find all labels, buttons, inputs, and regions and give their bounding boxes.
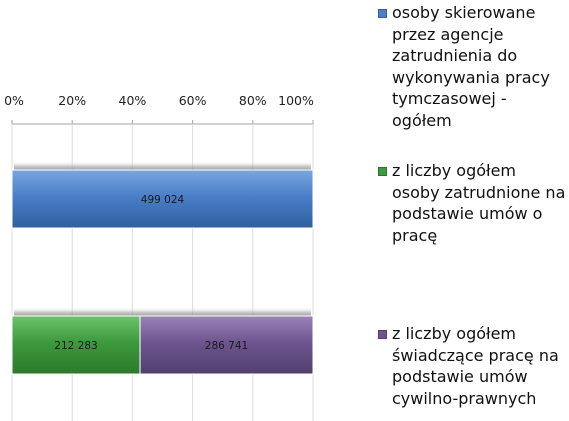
legend-swatch: [378, 167, 387, 176]
x-tick-label: 40%: [119, 93, 147, 108]
bar-segment: [11, 169, 314, 229]
legend-swatch: [378, 330, 387, 339]
data-label: 499 024: [141, 194, 185, 206]
legend-item: z liczby ogółem świadczące pracę na pods…: [378, 323, 568, 409]
bar-segment: [139, 315, 314, 375]
x-tick-label: 20%: [58, 93, 86, 108]
legend-swatch: [378, 9, 387, 18]
legend-label: z liczby ogółem osoby zatrudnione na pod…: [392, 161, 566, 245]
bar-chart: 0% 20% 40% 60% 80% 100% 499 024 212 283 286 741: [4, 93, 314, 421]
bar-segment: [11, 315, 141, 375]
bar-shadow: [14, 161, 311, 170]
x-tick-label: 60%: [179, 93, 207, 108]
x-tick-label: 80%: [239, 93, 267, 108]
legend-item: z liczby ogółem osoby zatrudnione na pod…: [378, 160, 568, 246]
x-tick-label: 100%: [278, 93, 314, 108]
data-label: 286 741: [205, 340, 248, 352]
x-tick-label: 0%: [4, 93, 24, 108]
data-label: 212 283: [54, 340, 97, 352]
bar-shadow: [14, 307, 311, 316]
legend-label: osoby skierowane przez agencje zatrudnie…: [392, 3, 550, 130]
legend-item: osoby skierowane przez agencje zatrudnie…: [378, 2, 568, 131]
legend-label: z liczby ogółem świadczące pracę na pods…: [392, 324, 559, 408]
